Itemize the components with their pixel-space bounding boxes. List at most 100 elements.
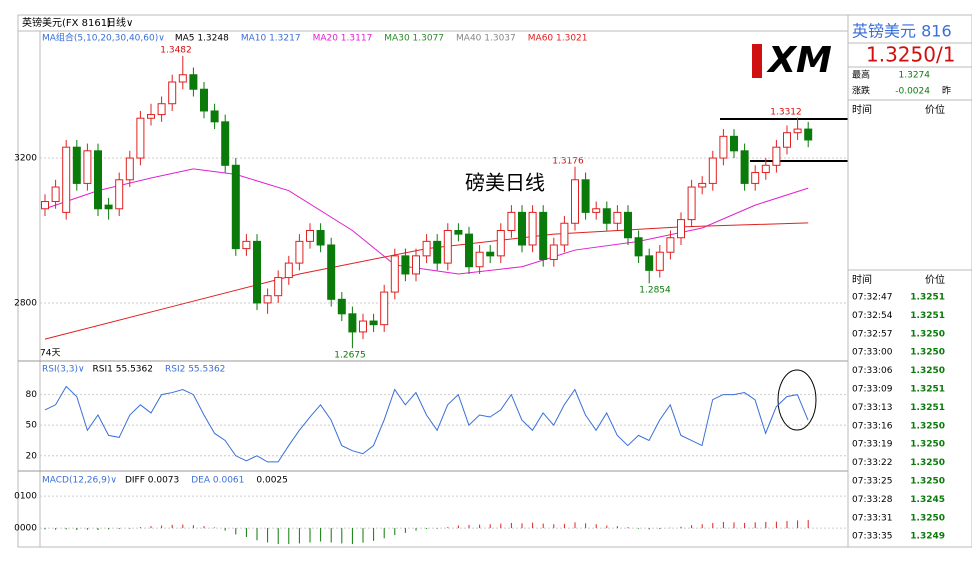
legend-item: MA40 1.3037 <box>456 34 516 44</box>
candle-body <box>443 229 452 264</box>
candle-body <box>422 240 431 257</box>
candle-body <box>751 172 760 184</box>
logo-mark <box>752 44 762 78</box>
trade-price: 1.3250 <box>910 477 945 487</box>
candle-body <box>231 164 240 250</box>
candle-body <box>306 229 314 242</box>
y-tick-label: 0100 <box>14 492 37 502</box>
candle-body <box>719 135 728 159</box>
trade-time: 07:33:25 <box>852 477 892 487</box>
candle-body <box>125 157 134 181</box>
candle-body <box>390 255 399 293</box>
symbol[interactable]: 英镑美元(FX 8161) <box>22 16 111 29</box>
legend-title: MACD(12,26,9)∨ <box>42 476 117 486</box>
legend-item: 0.0025 <box>256 476 288 486</box>
logo: XM <box>752 40 840 81</box>
high-value: 1.3274 <box>899 71 931 81</box>
candle-body <box>539 211 548 260</box>
candle-body <box>518 211 526 246</box>
candle-body <box>295 240 304 264</box>
high-label: 最高 <box>852 69 870 81</box>
trade-time: 07:33:09 <box>852 385 893 395</box>
trade-time: 07:32:54 <box>852 311 893 321</box>
candle-body <box>189 74 198 90</box>
price-label: 1.2854 <box>639 286 671 296</box>
legend-item: RSI2 55.5362 <box>165 365 225 375</box>
candle-body <box>465 233 473 268</box>
legend-title: RSI(3,3)∨ <box>42 365 85 375</box>
candle-body <box>51 186 60 203</box>
trade-price: 1.3250 <box>910 329 945 339</box>
price-label: 1.3312 <box>770 108 802 118</box>
candle-body <box>655 251 664 271</box>
quote-panel <box>847 14 972 548</box>
trade-time: 07:33:16 <box>852 421 893 431</box>
candle-body <box>740 150 749 184</box>
candle-body <box>560 222 569 246</box>
trade-price: 1.3251 <box>910 403 945 413</box>
candle-body <box>263 295 272 304</box>
candle-body <box>412 255 420 275</box>
candle-body <box>221 121 230 166</box>
candle-body <box>369 320 378 326</box>
trade-price: 1.3250 <box>910 440 945 450</box>
price-label: 1.2675 <box>334 351 366 361</box>
candle-body <box>284 262 293 279</box>
y-tick-label: 3200 <box>14 154 37 164</box>
y-tick-label: 20 <box>26 451 38 461</box>
change-label: 涨跌 <box>852 86 870 97</box>
price-header: 价位 <box>925 273 945 286</box>
candle-body <box>168 81 177 105</box>
y-tick-label: 50 <box>26 421 38 431</box>
candle-body <box>147 114 155 119</box>
legend-item: RSI1 55.5362 <box>93 365 153 375</box>
rsi-line <box>44 385 809 463</box>
y-tick-label: 80 <box>26 390 38 400</box>
candle-body <box>62 146 71 213</box>
change-value: -0.0024 <box>895 87 930 97</box>
days: 74天 <box>40 349 60 359</box>
candle-body <box>337 298 346 315</box>
y-tick-label: 0000 <box>14 524 37 534</box>
legend-item: DEA 0.0061 <box>191 476 244 486</box>
candle-body <box>433 240 442 264</box>
candle-body <box>677 219 685 239</box>
candle-body <box>316 229 325 246</box>
drawn-ellipse <box>777 369 817 431</box>
candle-body <box>624 211 632 239</box>
candle-body <box>200 88 208 112</box>
candle-body <box>602 208 611 224</box>
candle-body <box>528 211 537 246</box>
legend-item: MA30 1.3077 <box>384 34 444 44</box>
legend-item: MA10 1.3217 <box>241 34 301 44</box>
candle-body <box>687 186 696 221</box>
candle-body <box>348 313 357 333</box>
candle-body <box>761 164 770 174</box>
candle-body <box>730 135 738 152</box>
trade-time: 07:33:13 <box>852 403 892 413</box>
period[interactable]: 日线∨ <box>106 16 133 29</box>
legend-item: MA20 1.3117 <box>313 34 373 44</box>
candle-body <box>645 255 654 271</box>
prev-label: 昨 <box>942 85 951 97</box>
candle-body <box>634 237 643 257</box>
price-label: 1.3482 <box>160 46 192 56</box>
candle-body <box>210 110 219 123</box>
candle-body <box>708 157 717 184</box>
trade-price: 1.3251 <box>910 293 945 303</box>
legend-item: DIFF 0.0073 <box>125 476 179 486</box>
candle-body <box>454 229 463 235</box>
candle-body <box>274 277 283 297</box>
candle-body <box>178 74 187 83</box>
legend-item: MA60 1.3021 <box>528 34 588 44</box>
candle-body <box>698 182 707 188</box>
logo-box <box>752 42 840 80</box>
candle-body <box>94 150 102 210</box>
candle-body <box>804 128 813 141</box>
candle-body <box>592 208 601 213</box>
candle-body <box>253 240 261 304</box>
trade-time: 07:33:28 <box>852 495 893 505</box>
quote-title: 英镑美元 816 <box>852 22 952 41</box>
candle-body <box>613 211 622 224</box>
trade-price: 1.3250 <box>910 513 945 523</box>
